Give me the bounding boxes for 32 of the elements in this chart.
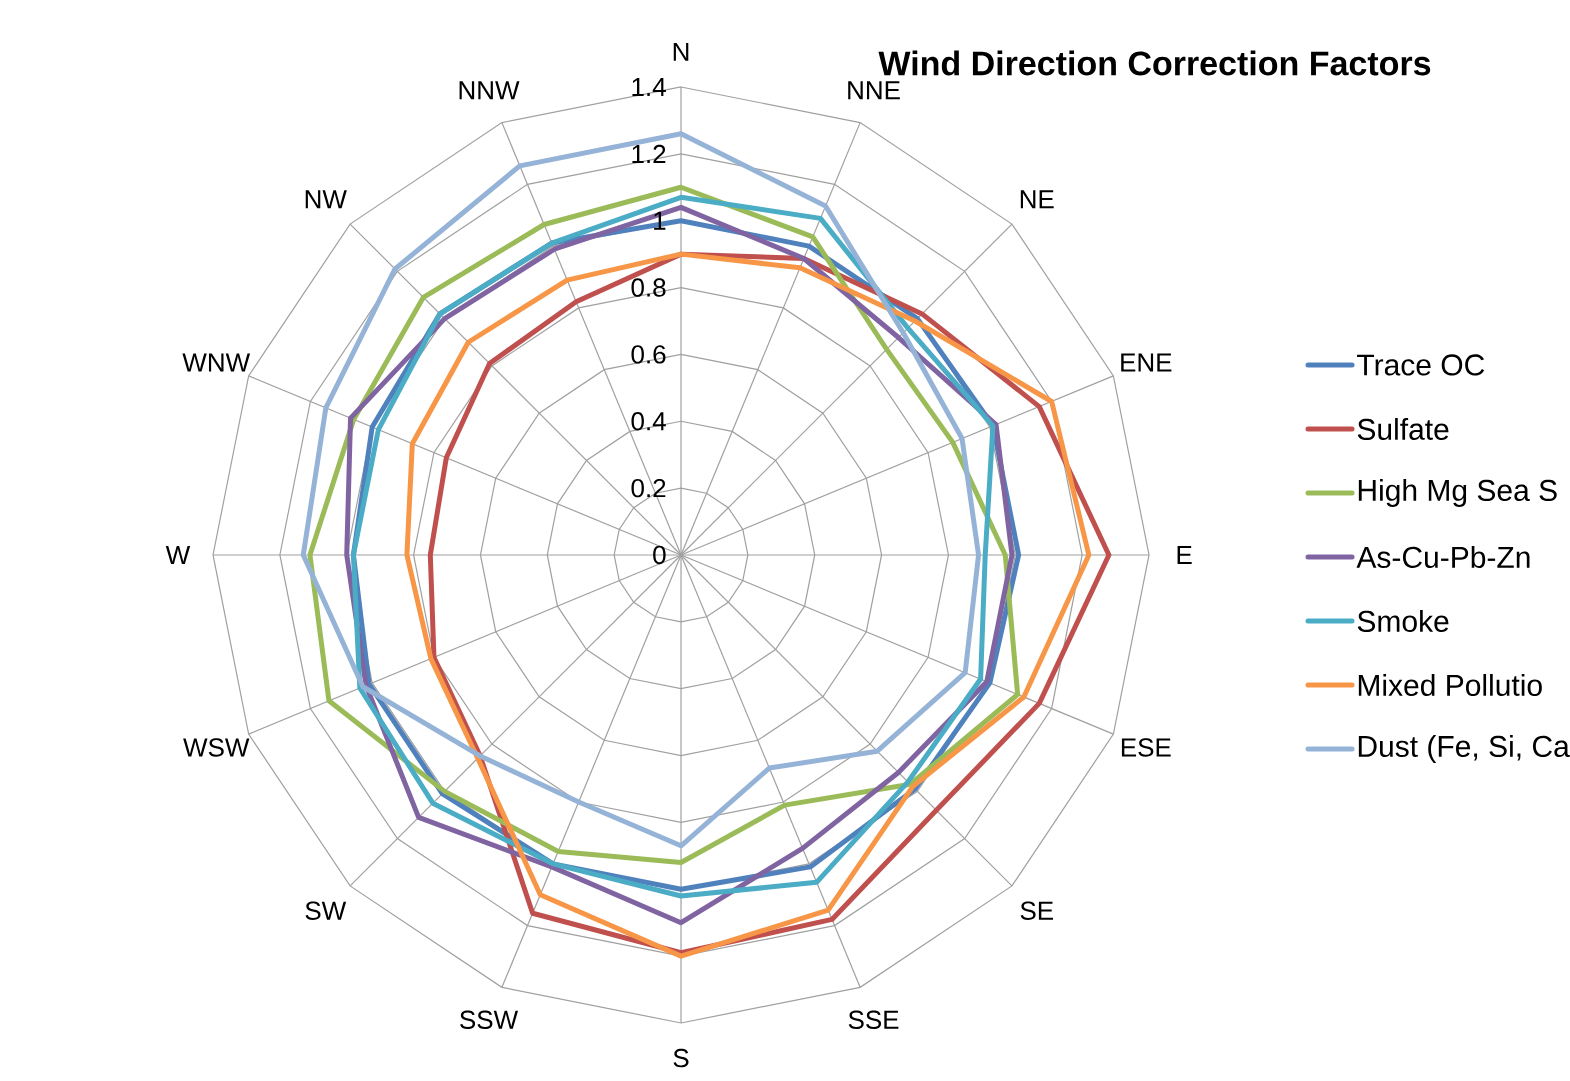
y-tick-label: 0.2 [631, 478, 666, 498]
y-tick-label: 0 [653, 545, 666, 565]
legend-label: Trace OC [1357, 354, 1485, 376]
spoke-label: SW [305, 901, 347, 920]
spoke-label: WSW [183, 738, 250, 757]
spoke-label: ENE [1121, 353, 1172, 372]
y-tick-label: 1.2 [632, 144, 666, 163]
spoke-label: S [673, 1048, 689, 1068]
y-tick-label: 1 [654, 211, 666, 230]
y-tick-label: 0.6 [631, 345, 666, 364]
spoke-label: N [673, 42, 689, 61]
spoke-label: NE [1020, 190, 1054, 209]
spoke-label: NNW [459, 81, 520, 100]
spoke-label: WNW [182, 353, 251, 372]
legend-label: As-Cu-Pb-Zn [1356, 545, 1530, 568]
y-tick-label: 0.8 [631, 278, 666, 297]
spoke-label: SSW [460, 1010, 519, 1029]
legend-label: Mixed Pollutio [1358, 673, 1542, 696]
legend-label: Sulfate [1357, 417, 1449, 440]
legend-label: High Mg Sea S [1358, 478, 1557, 507]
spoke-label: SSE [848, 1010, 899, 1029]
y-tick-label: 0.4 [631, 412, 666, 431]
spoke-label: SE [1020, 901, 1053, 920]
spoke-label: E [1177, 546, 1192, 564]
spoke-label: W [165, 546, 191, 564]
chart-title: Wind Direction Correction Factors [878, 50, 1431, 76]
legend-label: Smoke [1357, 609, 1449, 632]
legend-label: Dust (Fe, Si, Ca [1358, 735, 1570, 763]
spoke-label: NNE [848, 81, 900, 100]
y-tick-label: 1.4 [632, 78, 666, 96]
spoke-label: ESE [1121, 738, 1171, 757]
spoke-label: NW [305, 190, 347, 209]
